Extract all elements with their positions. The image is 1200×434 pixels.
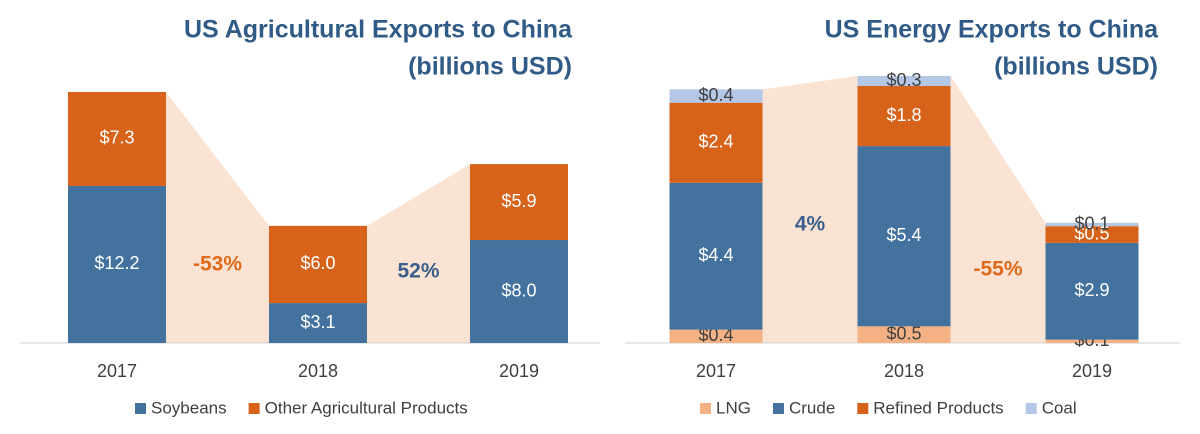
value-label: $2.4 [698, 132, 733, 152]
bar-segment [68, 185, 166, 343]
legend-swatch [248, 403, 260, 414]
legend-swatch [1025, 403, 1037, 414]
x-tick-label: 2017 [696, 361, 736, 381]
legend-swatch [700, 403, 711, 414]
connector [166, 92, 269, 343]
chart-title: US Energy Exports to China [825, 16, 1159, 44]
bar-segment [669, 329, 763, 343]
x-tick-label: 2019 [499, 361, 539, 381]
value-label: $3.1 [300, 312, 335, 332]
value-label: $12.2 [94, 253, 139, 273]
bar-segment [1045, 242, 1139, 340]
bar-segment [669, 102, 763, 183]
legend-label: LNG [716, 398, 751, 417]
legend-label: Refined Products [873, 398, 1003, 417]
x-tick-label: 2019 [1072, 361, 1112, 381]
bar-segment [269, 225, 367, 304]
value-label: $8.0 [501, 280, 536, 300]
bar-segment [669, 89, 763, 103]
bar-segment [269, 303, 367, 343]
legend-swatch [857, 403, 869, 414]
value-label: $0.4 [698, 325, 733, 345]
chart-subtitle: (billions USD) [994, 53, 1158, 81]
legend-label: Other Agricultural Products [265, 398, 468, 417]
bar-segment [470, 164, 568, 241]
bar-segment [1045, 226, 1139, 243]
value-label: $0.5 [886, 323, 921, 343]
x-tick-label: 2017 [97, 361, 137, 381]
bar-segment [857, 76, 951, 87]
connector [950, 76, 1046, 343]
change-annotation: -55% [973, 258, 1022, 281]
bar-segment [669, 182, 763, 330]
change-annotation: -53% [193, 253, 242, 276]
value-label: $6.0 [300, 253, 335, 273]
chart-title: US Agricultural Exports to China [184, 16, 573, 44]
change-annotation: 4% [795, 213, 826, 236]
connector [762, 76, 858, 343]
bar-segment [857, 146, 951, 327]
x-tick-label: 2018 [884, 361, 924, 381]
legend-swatch [135, 403, 146, 414]
bar-segment [68, 92, 166, 186]
value-label: $7.3 [99, 128, 134, 148]
value-label: $5.9 [501, 191, 536, 211]
legend-swatch [772, 403, 784, 414]
legend-label: Soybeans [151, 398, 227, 417]
value-label: $0.3 [886, 70, 921, 90]
bar-segment [857, 326, 951, 343]
bar-segment [857, 86, 951, 147]
value-label: $1.8 [886, 105, 921, 125]
value-label: $0.1 [1074, 213, 1109, 233]
bar-segment [470, 240, 568, 343]
value-label: $0.5 [1074, 223, 1109, 243]
value-label: $4.4 [698, 245, 733, 265]
chart-subtitle: (billions USD) [408, 53, 572, 81]
x-tick-label: 2018 [298, 361, 338, 381]
bar-segment [1045, 339, 1139, 343]
bar-segment [1045, 222, 1139, 227]
change-annotation: 52% [397, 260, 439, 283]
value-label: $2.9 [1074, 280, 1109, 300]
legend-label: Crude [789, 398, 835, 417]
connector [367, 164, 470, 343]
value-label: $5.4 [886, 225, 921, 245]
legend-label: Coal [1042, 398, 1077, 417]
value-label: $0.4 [698, 85, 733, 105]
